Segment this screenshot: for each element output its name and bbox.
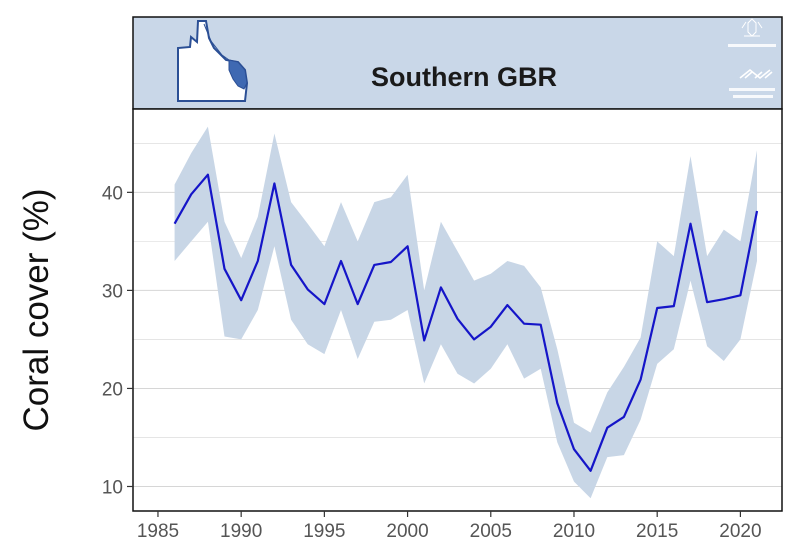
x-tick-label: 2000 bbox=[386, 521, 428, 542]
y-tick-label: 40 bbox=[102, 183, 123, 204]
aims-mark-icon bbox=[739, 68, 773, 80]
x-tick-label: 2015 bbox=[636, 521, 678, 542]
x-tick-label: 2005 bbox=[470, 521, 512, 542]
mean-coral-cover-line bbox=[173, 173, 759, 472]
y-axis: 10 20 30 40 bbox=[102, 183, 133, 498]
y-tick-label: 20 bbox=[102, 379, 123, 400]
y-tick-label: 10 bbox=[102, 477, 123, 498]
x-tick-label: 2020 bbox=[719, 521, 761, 542]
plot-border bbox=[132, 108, 783, 512]
southern-gbr-region-icon bbox=[228, 59, 248, 90]
confidence-band bbox=[174, 126, 758, 499]
queensland-map-icon bbox=[177, 20, 249, 102]
chart-title: Southern GBR bbox=[371, 62, 557, 92]
x-tick-label: 1990 bbox=[220, 521, 262, 542]
australian-government-logo bbox=[728, 18, 776, 47]
x-tick-label: 2010 bbox=[553, 521, 595, 542]
x-tick-label: 1985 bbox=[137, 521, 179, 542]
coat-of-arms-icon bbox=[741, 18, 763, 37]
y-tick-label: 30 bbox=[102, 281, 123, 302]
aims-logo bbox=[729, 68, 775, 98]
x-tick-label: 1995 bbox=[303, 521, 345, 542]
y-axis-title: Coral cover (%) bbox=[17, 188, 56, 431]
x-axis: 1985 1990 1995 2000 2005 2010 2015 2020 bbox=[137, 511, 762, 542]
